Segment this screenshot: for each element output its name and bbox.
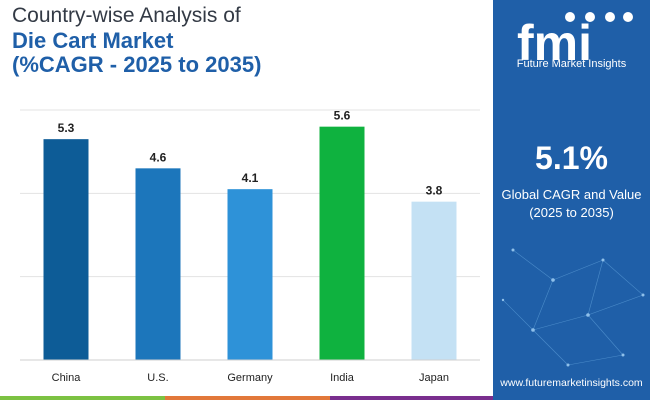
website-url: www.futuremarketinsights.com [500, 377, 643, 389]
bar-value-label: 4.1 [242, 171, 259, 185]
bar-value-label: 3.8 [426, 184, 443, 198]
brand-name: Future Market Insights [516, 58, 627, 70]
bar-value-label: 5.3 [58, 121, 75, 135]
title-line-1: Country-wise Analysis of [12, 4, 241, 27]
logo-text: fmi [517, 15, 592, 71]
footer-strip-green [0, 396, 165, 400]
bar-japan [411, 201, 457, 360]
x-tick-label: Germany [227, 372, 273, 384]
title-line-3: (%CAGR - 2025 to 2035) [12, 52, 262, 77]
x-tick-label: China [52, 372, 82, 384]
global-cagr-label: Global CAGR and Value (2025 to 2035) [493, 186, 650, 222]
footer-strip-purple [330, 396, 493, 400]
network-decoration [501, 248, 645, 367]
summary-panel: fmi Future Market Insights 5.1% Global C… [493, 0, 650, 400]
x-tick-label: Japan [419, 372, 449, 384]
x-tick-label: U.S. [147, 372, 168, 384]
bar-china [43, 139, 89, 360]
fmi-logo: fmi [517, 12, 633, 71]
global-cagr-label-line-1: Global CAGR and Value [501, 187, 642, 202]
global-cagr-label-line-2: (2025 to 2035) [529, 205, 614, 220]
bar-chart: 5.3 China 4.6 U.S. 4.1 Germany 5.6 India 3.8 Japa… [20, 109, 480, 384]
bar-india [319, 126, 365, 361]
bar-value-label: 5.6 [334, 109, 351, 123]
bar-us [135, 168, 181, 360]
bar-germany [227, 189, 273, 360]
x-tick-label: India [330, 372, 355, 384]
footer-strip-orange [165, 396, 330, 400]
bar-value-label: 4.6 [150, 150, 167, 164]
global-cagr-value: 5.1% [535, 140, 608, 176]
title-line-2: Die Cart Market [12, 28, 174, 53]
